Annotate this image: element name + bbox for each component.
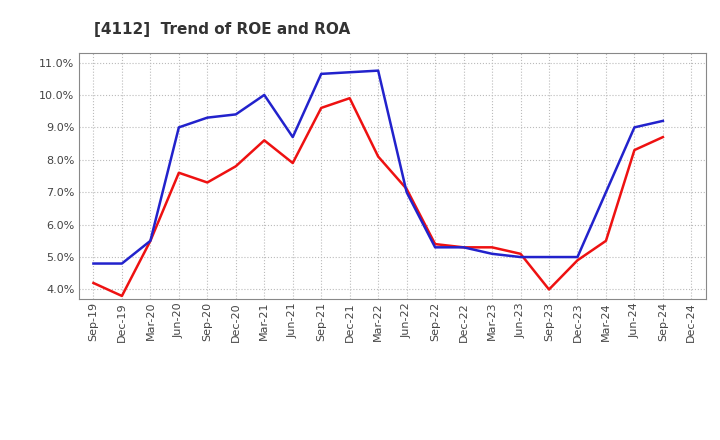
ROA	[374, 68, 382, 73]
Line: ROA: ROA	[94, 71, 663, 264]
ROE	[146, 238, 155, 243]
ROE	[487, 245, 496, 250]
ROA	[260, 92, 269, 98]
ROE	[317, 105, 325, 110]
ROE	[402, 186, 411, 191]
ROA	[431, 245, 439, 250]
ROE	[174, 170, 183, 176]
ROA	[573, 254, 582, 260]
ROA	[459, 245, 468, 250]
ROE	[573, 258, 582, 263]
ROA	[516, 254, 525, 260]
ROA	[487, 251, 496, 257]
ROA	[402, 190, 411, 195]
ROE	[89, 280, 98, 286]
ROE	[630, 147, 639, 153]
ROA	[203, 115, 212, 120]
ROE	[374, 154, 382, 159]
ROA	[146, 238, 155, 243]
Legend: ROE, ROA: ROE, ROA	[320, 433, 464, 440]
ROE	[659, 135, 667, 140]
Line: ROE: ROE	[94, 98, 663, 296]
ROA	[117, 261, 126, 266]
ROE	[260, 138, 269, 143]
ROA	[232, 112, 240, 117]
ROE	[203, 180, 212, 185]
ROA	[346, 70, 354, 75]
ROE	[459, 245, 468, 250]
ROE	[289, 161, 297, 166]
ROA	[289, 135, 297, 140]
ROE	[117, 293, 126, 299]
ROE	[602, 238, 611, 243]
ROE	[516, 251, 525, 257]
ROE	[431, 242, 439, 247]
ROA	[659, 118, 667, 124]
ROA	[630, 125, 639, 130]
ROE	[545, 287, 554, 292]
ROA	[602, 190, 611, 195]
ROE	[232, 164, 240, 169]
ROE	[346, 95, 354, 101]
ROA	[317, 71, 325, 77]
ROA	[89, 261, 98, 266]
Text: [4112]  Trend of ROE and ROA: [4112] Trend of ROE and ROA	[94, 22, 350, 37]
ROA	[545, 254, 554, 260]
ROA	[174, 125, 183, 130]
